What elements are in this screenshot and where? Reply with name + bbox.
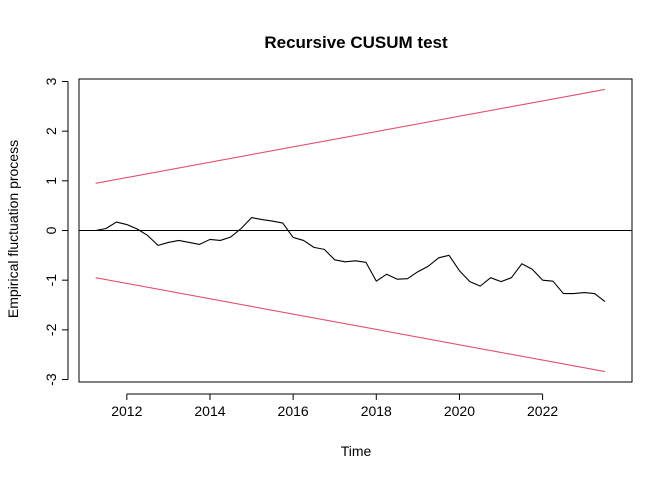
chart-title: Recursive CUSUM test (264, 33, 448, 52)
y-tick-label: 3 (43, 77, 59, 85)
x-tick-label: 2012 (111, 403, 142, 419)
upper-boundary-line (95, 88, 606, 184)
y-tick-label: 1 (43, 177, 59, 185)
y-axis-label: Empirical fluctuation process (5, 140, 21, 318)
y-tick-label: 2 (43, 127, 59, 135)
y-tick-label: -2 (43, 323, 59, 336)
y-tick-label: -1 (43, 274, 59, 287)
x-tick-label: 2016 (278, 403, 309, 419)
x-tick-label: 2014 (194, 403, 225, 419)
plot-area (78, 78, 633, 383)
y-tick-label: -3 (43, 373, 59, 386)
lower-boundary-line (95, 277, 606, 373)
axes: 2012 2014 2016 2018 2020 2022 -3 -2 -1 0 1 2 3 (43, 77, 558, 419)
x-tick-label: 2022 (527, 403, 558, 419)
cusum-process-line (95, 217, 606, 302)
x-tick-label: 2018 (361, 403, 392, 419)
y-tick-label: 0 (43, 226, 59, 234)
x-axis-label: Time (341, 443, 372, 459)
x-tick-label: 2020 (444, 403, 475, 419)
